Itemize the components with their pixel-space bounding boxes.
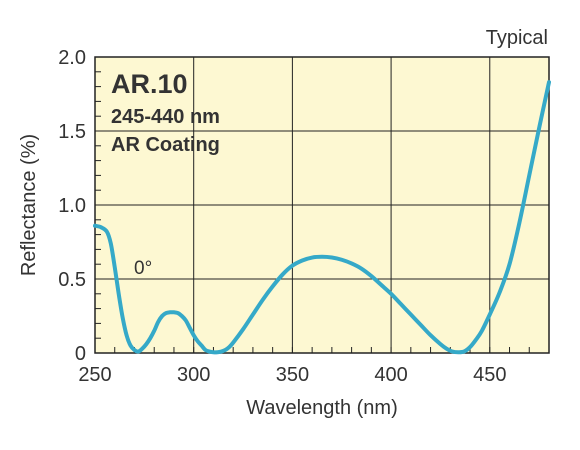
y-tick-label: 0: [75, 343, 86, 365]
incidence-angle-label: 0°: [134, 258, 152, 279]
x-tick-label: 300: [177, 364, 210, 386]
x-tick-label: 350: [276, 364, 309, 386]
x-axis-title: Wavelength (nm): [246, 397, 398, 419]
x-tick-label: 450: [473, 364, 506, 386]
x-tick-labels: 250 300 350 400 450: [78, 364, 506, 386]
y-tick-label: 1.0: [58, 195, 86, 217]
y-axis-title: Reflectance (%): [18, 134, 40, 276]
y-tick-label: 0.5: [58, 269, 86, 291]
corner-note: Typical: [486, 27, 548, 49]
coating-type: AR Coating: [111, 134, 220, 156]
x-tick-label: 400: [374, 364, 407, 386]
reflectance-curve: [93, 80, 551, 355]
x-tick-label: 250: [78, 364, 111, 386]
product-name: AR.10: [111, 69, 188, 99]
axis-ticks: [95, 71, 530, 353]
wavelength-range: 245-440 nm: [111, 106, 220, 128]
y-tick-label: 1.5: [58, 121, 86, 143]
y-tick-labels: 0 0.5 1.0 1.5 2.0: [58, 47, 86, 365]
y-tick-label: 2.0: [58, 47, 86, 69]
